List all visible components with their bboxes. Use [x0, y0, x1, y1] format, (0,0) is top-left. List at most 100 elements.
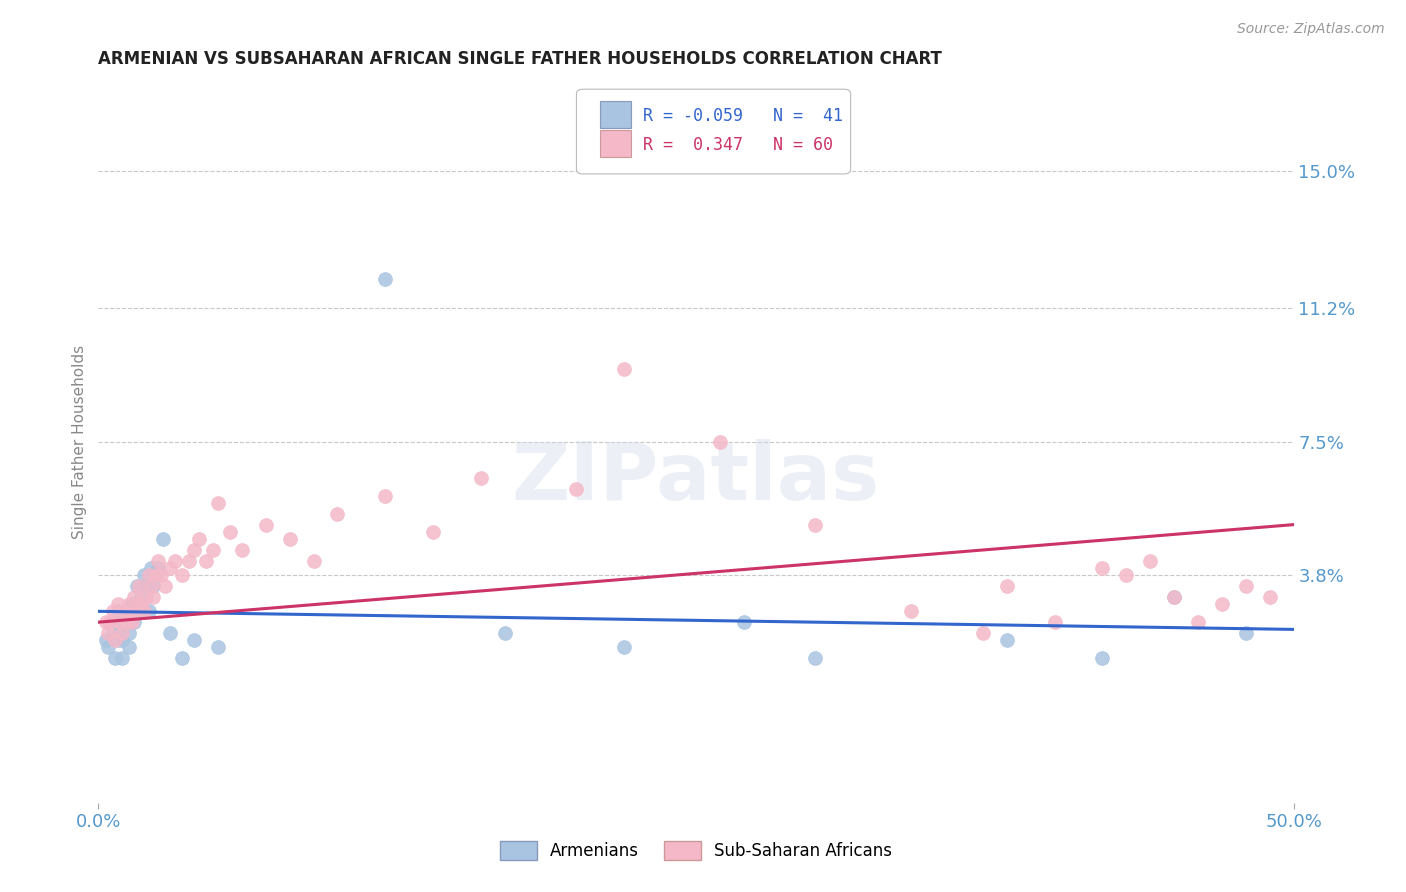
Point [995, 579, 1018, 593]
Point [900, 604, 922, 618]
Point [422, 524, 444, 539]
Point [139, 561, 162, 575]
Point [207, 496, 229, 510]
Point [1091, 651, 1114, 665]
Point [108, 615, 131, 630]
Point [1163, 590, 1185, 604]
Point [101, 604, 124, 618]
Text: Source: ZipAtlas.com: Source: ZipAtlas.com [1237, 22, 1385, 37]
Point [104, 651, 127, 665]
Point [111, 651, 134, 665]
Point [128, 579, 150, 593]
Point [121, 597, 143, 611]
Point [118, 626, 141, 640]
Text: ZIPatlas: ZIPatlas [512, 439, 880, 516]
Point [163, 554, 186, 568]
Point [207, 640, 229, 655]
Point [128, 604, 150, 618]
Point [972, 626, 994, 640]
Point [152, 532, 174, 546]
Point [114, 615, 136, 630]
Legend: Armenians, Sub-Saharan Africans: Armenians, Sub-Saharan Africans [494, 834, 898, 867]
Point [1163, 590, 1185, 604]
Point [98, 615, 122, 630]
Y-axis label: Single Father Households: Single Father Households [72, 344, 87, 539]
Point [202, 542, 225, 557]
Point [139, 579, 162, 593]
Point [179, 554, 201, 568]
Point [125, 579, 148, 593]
Point [326, 507, 349, 521]
Point [142, 590, 165, 604]
Point [1043, 615, 1066, 630]
Point [172, 568, 194, 582]
Point [804, 517, 827, 532]
Point [98, 615, 122, 630]
Point [121, 615, 143, 630]
Point [135, 590, 157, 604]
Point [1091, 561, 1114, 575]
Point [278, 532, 301, 546]
Point [804, 651, 827, 665]
Point [104, 633, 127, 648]
Point [115, 604, 138, 618]
Point [111, 633, 134, 648]
Point [733, 615, 755, 630]
Point [107, 633, 129, 648]
Point [183, 542, 205, 557]
Point [709, 434, 731, 449]
Point [159, 561, 181, 575]
Point [1139, 554, 1161, 568]
Point [613, 362, 636, 376]
Point [302, 554, 325, 568]
Point [183, 633, 205, 648]
Text: ARMENIAN VS SUBSAHARAN AFRICAN SINGLE FATHER HOUSEHOLDS CORRELATION CHART: ARMENIAN VS SUBSAHARAN AFRICAN SINGLE FA… [98, 50, 942, 68]
Point [111, 626, 134, 640]
Point [124, 590, 146, 604]
Point [195, 554, 218, 568]
Point [1234, 626, 1257, 640]
Point [254, 517, 277, 532]
Point [1234, 579, 1257, 593]
Point [131, 590, 153, 604]
Point [231, 542, 253, 557]
Point [138, 568, 160, 582]
Point [107, 604, 129, 618]
Point [107, 597, 129, 611]
Point [187, 532, 209, 546]
Point [118, 640, 141, 655]
Point [995, 633, 1018, 648]
Point [148, 561, 170, 575]
Point [124, 615, 146, 630]
Point [124, 597, 146, 611]
Point [131, 597, 153, 611]
Point [374, 272, 396, 286]
Point [118, 597, 141, 611]
Point [159, 626, 181, 640]
Point [565, 482, 588, 496]
Text: R = -0.059   N =  41: R = -0.059 N = 41 [643, 107, 842, 125]
Point [494, 626, 516, 640]
Point [132, 604, 155, 618]
Point [108, 626, 131, 640]
Point [125, 597, 148, 611]
Point [101, 626, 124, 640]
Point [115, 615, 138, 630]
Point [149, 568, 172, 582]
Point [94, 633, 117, 648]
Point [219, 524, 242, 539]
Point [97, 626, 120, 640]
Point [148, 554, 170, 568]
Point [142, 579, 165, 593]
Point [1211, 597, 1233, 611]
Point [470, 470, 492, 484]
Point [135, 579, 157, 593]
Point [97, 640, 120, 655]
Point [104, 615, 127, 630]
Point [613, 640, 636, 655]
Point [155, 579, 177, 593]
Point [374, 489, 396, 503]
Point [94, 615, 117, 630]
Point [172, 651, 194, 665]
Point [1258, 590, 1281, 604]
